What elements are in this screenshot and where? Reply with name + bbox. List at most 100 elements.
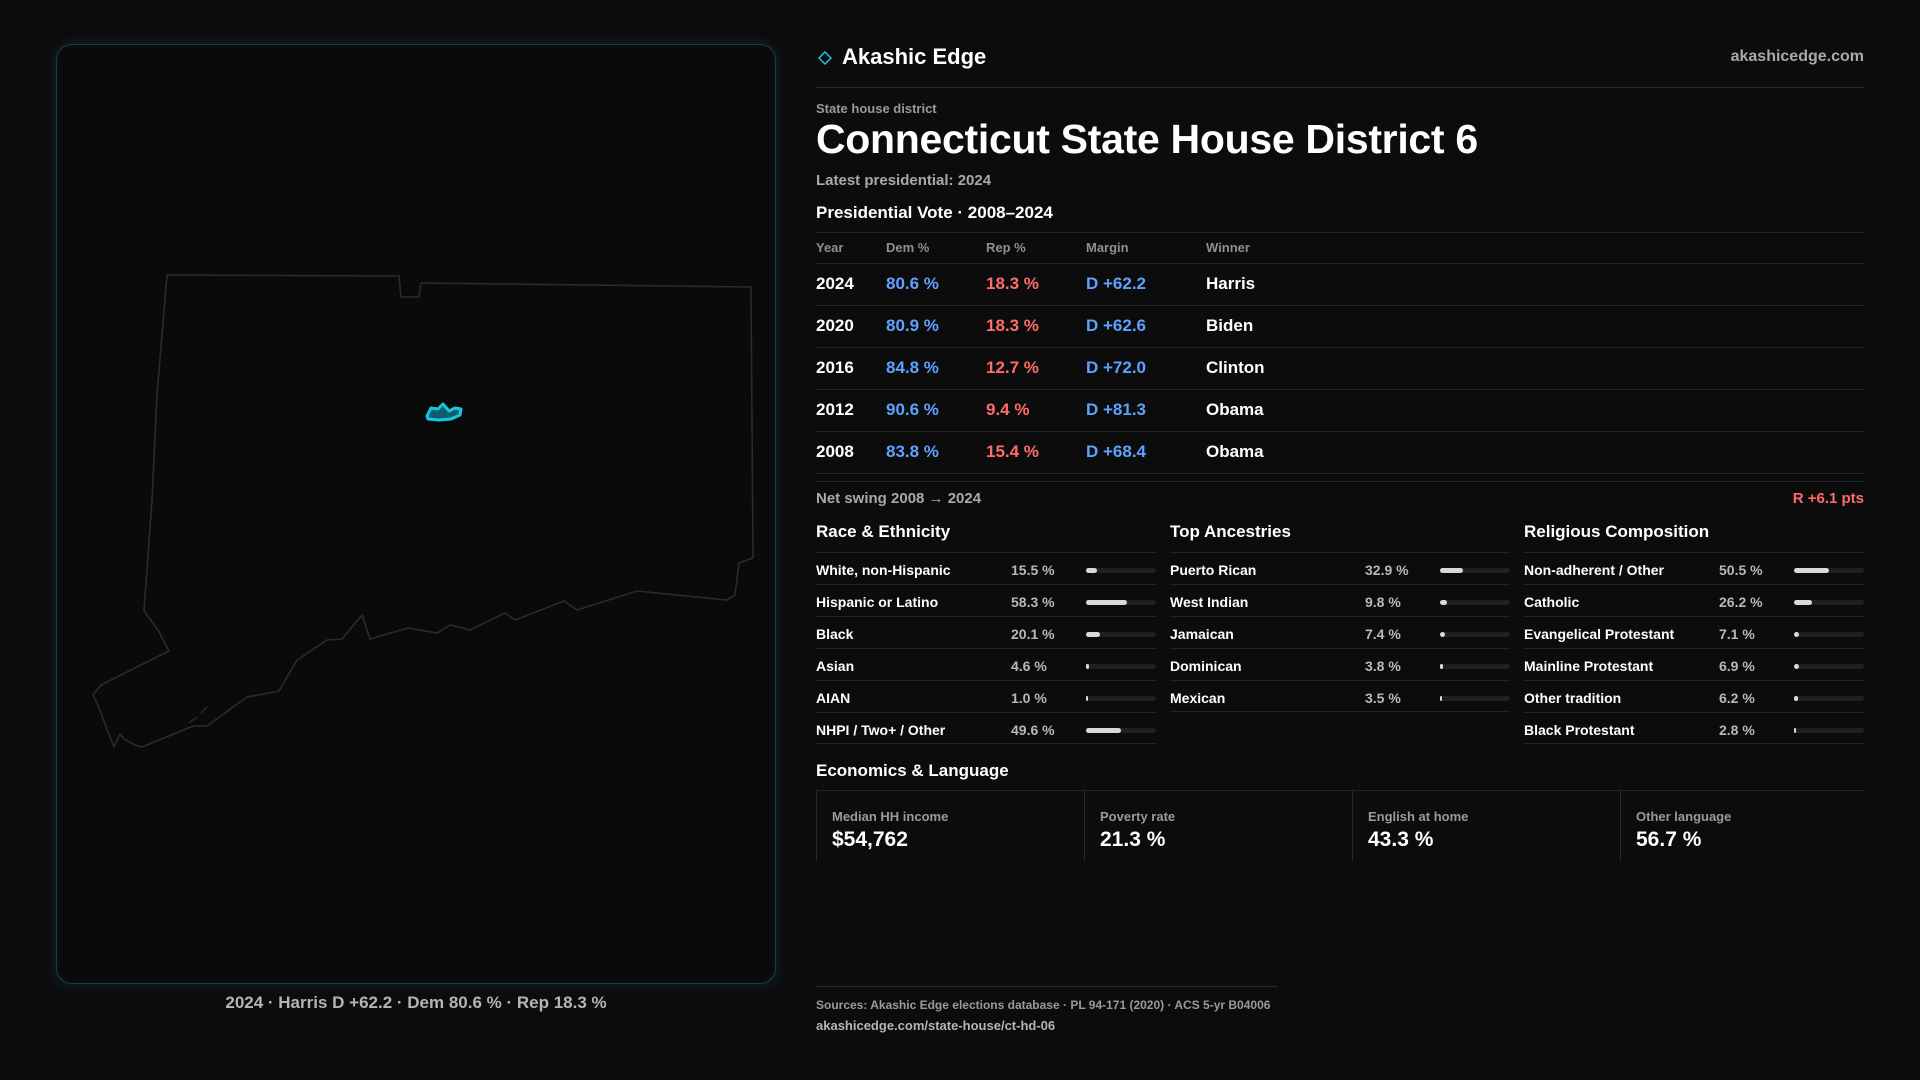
- item-label: Puerto Rican: [1170, 562, 1257, 578]
- divider: [816, 232, 1864, 233]
- latest-presidential: Latest presidential: 2024: [816, 172, 992, 189]
- item-percent: 1.0 %: [1011, 690, 1047, 706]
- table-row[interactable]: 2020 80.9 % 18.3 % D +62.6 Biden: [816, 305, 1864, 347]
- divider: [816, 986, 1278, 987]
- bar-fill: [1794, 568, 1830, 573]
- bar-fill: [1440, 632, 1446, 637]
- cell-year: 2024: [816, 274, 854, 293]
- cell-year: 2012: [816, 400, 854, 419]
- economics-grid: Median HH income $54,762 Poverty rate 21…: [816, 790, 1864, 860]
- bar-track: [1440, 600, 1510, 605]
- bar-track: [1086, 632, 1156, 637]
- stat-value: 56.7 %: [1636, 828, 1702, 851]
- list-item: Puerto Rican 32.9 %: [1170, 552, 1510, 584]
- bar-fill: [1440, 696, 1443, 701]
- cell-margin: D +68.4: [1086, 442, 1147, 461]
- cell-year: 2016: [816, 358, 854, 377]
- district-6-shape[interactable]: [425, 402, 463, 422]
- page-url-link[interactable]: akashicedge.com/state-house/ct-hd-06: [816, 1018, 1056, 1033]
- table-row[interactable]: 2016 84.8 % 12.7 % D +72.0 Clinton: [816, 347, 1864, 389]
- list-item: Black 20.1 %: [816, 616, 1156, 648]
- bar-fill: [1440, 600, 1447, 605]
- bar-track: [1440, 568, 1510, 573]
- bar-track: [1794, 568, 1864, 573]
- table-row[interactable]: 2024 80.6 % 18.3 % D +62.2 Harris: [816, 263, 1864, 305]
- bar-fill: [1440, 568, 1464, 573]
- item-label: Other tradition: [1524, 690, 1622, 706]
- stat-label: Median HH income: [832, 809, 949, 824]
- bar-fill: [1086, 600, 1127, 605]
- item-percent: 6.9 %: [1719, 658, 1755, 674]
- list-item: Non-adherent / Other 50.5 %: [1524, 552, 1864, 584]
- list-item: Black Protestant 2.8 %: [1524, 712, 1864, 744]
- item-percent: 7.4 %: [1365, 626, 1401, 642]
- brand-name[interactable]: Akashic Edge: [842, 44, 987, 69]
- item-label: Mainline Protestant: [1524, 658, 1654, 674]
- site-link[interactable]: akashicedge.com: [1730, 48, 1864, 65]
- cell-dem: 90.6 %: [886, 400, 939, 419]
- table-row[interactable]: 2008 83.8 % 15.4 % D +68.4 Obama: [816, 431, 1864, 473]
- map-caption-text: 2024 · Harris D +62.2 · Dem 80.6 % · Rep…: [225, 993, 607, 1012]
- stat-card-poverty-rate: Poverty rate 21.3 %: [1084, 790, 1346, 860]
- economics-heading: Economics & Language: [816, 761, 1009, 780]
- bar-track: [1794, 728, 1864, 733]
- map-panel[interactable]: [56, 44, 776, 984]
- bar-fill: [1086, 568, 1097, 573]
- item-label: Evangelical Protestant: [1524, 626, 1675, 642]
- state-outline: [92, 274, 754, 750]
- col-dem: Dem %: [886, 240, 930, 255]
- item-label: Mexican: [1170, 690, 1226, 706]
- item-percent: 7.1 %: [1719, 626, 1755, 642]
- list-item: Evangelical Protestant 7.1 %: [1524, 616, 1864, 648]
- district-map[interactable]: [57, 45, 777, 985]
- bar-fill: [1794, 728, 1797, 733]
- stat-card-other-language: Other language 56.7 %: [1620, 790, 1882, 860]
- list-item: NHPI / Two+ / Other 49.6 %: [816, 712, 1156, 744]
- cell-rep: 12.7 %: [986, 358, 1039, 377]
- bar-fill: [1086, 696, 1089, 701]
- presidential-heading: Presidential Vote · 2008–2024: [816, 203, 1053, 222]
- vote-table-header: Year Dem % Rep % Margin Winner: [816, 240, 1864, 264]
- item-percent: 32.9 %: [1365, 562, 1409, 578]
- divider: [816, 481, 1864, 482]
- item-label: Non-adherent / Other: [1524, 562, 1665, 578]
- item-label: NHPI / Two+ / Other: [816, 722, 946, 738]
- item-label: Black: [816, 626, 854, 642]
- cell-dem: 80.9 %: [886, 316, 939, 335]
- item-label: Asian: [816, 658, 855, 674]
- net-swing-label: Net swing 2008 → 2024: [816, 490, 982, 507]
- diamond-icon: [818, 51, 832, 65]
- list-item: AIAN 1.0 %: [816, 680, 1156, 712]
- list-item: West Indian 9.8 %: [1170, 584, 1510, 616]
- item-percent: 49.6 %: [1011, 722, 1055, 738]
- item-percent: 2.8 %: [1719, 722, 1755, 738]
- item-percent: 3.8 %: [1365, 658, 1401, 674]
- bar-track: [1086, 728, 1156, 733]
- page-title: Connecticut State House District 6: [816, 116, 1478, 162]
- cell-winner: Obama: [1206, 442, 1264, 461]
- race-section: Race & Ethnicity White, non-Hispanic 15.…: [816, 522, 1156, 744]
- bar-track: [1086, 600, 1156, 605]
- cell-margin: D +62.2: [1086, 274, 1147, 293]
- item-percent: 58.3 %: [1011, 594, 1055, 610]
- cell-margin: D +81.3: [1086, 400, 1147, 419]
- item-label: Black Protestant: [1524, 722, 1635, 738]
- table-row[interactable]: 2012 90.6 % 9.4 % D +81.3 Obama: [816, 389, 1864, 431]
- bar-fill: [1794, 696, 1799, 701]
- cell-rep: 9.4 %: [986, 400, 1030, 419]
- race-heading: Race & Ethnicity: [816, 522, 951, 541]
- bar-track: [1794, 696, 1864, 701]
- item-label: Catholic: [1524, 594, 1580, 610]
- bar-fill: [1440, 664, 1443, 669]
- list-item: Hispanic or Latino 58.3 %: [816, 584, 1156, 616]
- list-item: Mexican 3.5 %: [1170, 680, 1510, 712]
- stat-value: 21.3 %: [1100, 828, 1166, 851]
- item-percent: 9.8 %: [1365, 594, 1401, 610]
- stat-label: English at home: [1368, 809, 1469, 824]
- sources-note: Sources: Akashic Edge elections database…: [816, 998, 1271, 1012]
- stat-label: Poverty rate: [1100, 809, 1176, 824]
- map-caption: 2024 · Harris D +62.2 · Dem 80.6 % · Rep…: [56, 993, 776, 1013]
- col-winner: Winner: [1206, 240, 1250, 255]
- col-margin: Margin: [1086, 240, 1129, 255]
- bar-fill: [1086, 728, 1121, 733]
